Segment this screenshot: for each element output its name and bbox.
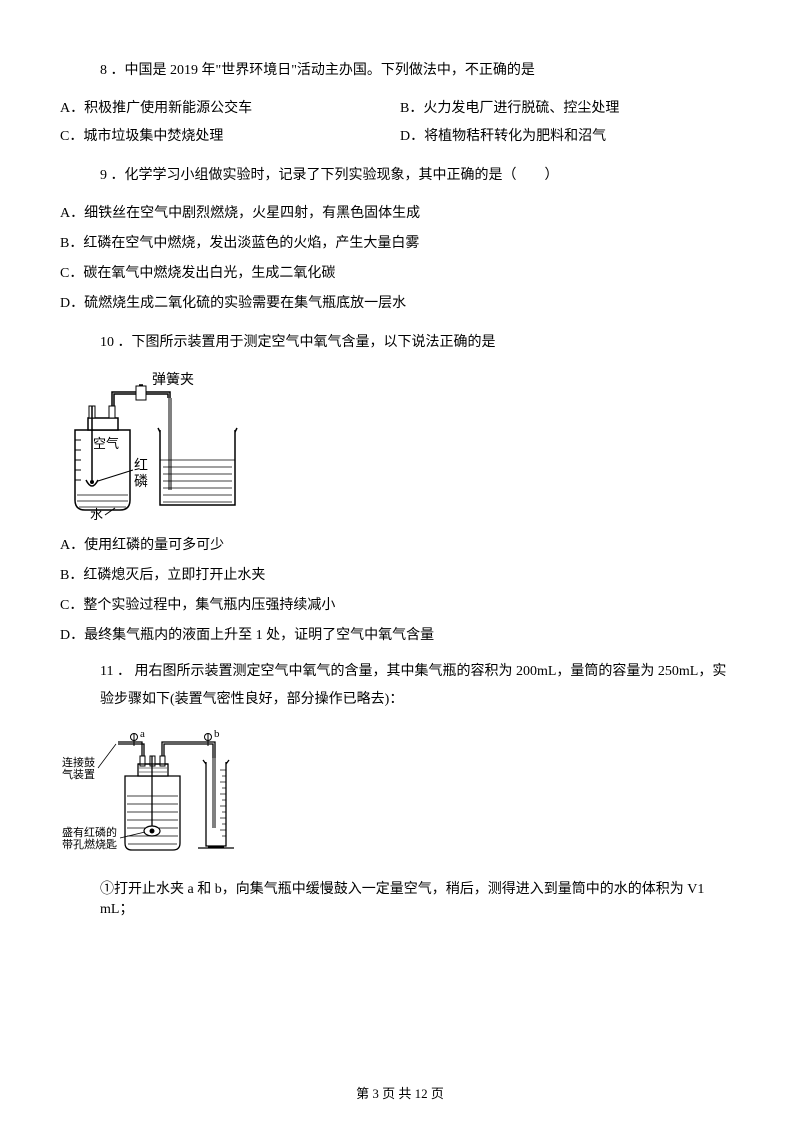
q10-label-water: 水	[90, 507, 103, 520]
q11-label-b: b	[214, 728, 220, 740]
q10-label-air: 空气	[93, 436, 119, 451]
q8-option-c: C．城市垃圾集中焚烧处理	[60, 125, 400, 145]
q11-label-burner2: 带孔燃烧匙	[62, 837, 117, 851]
q10-label-red: 红	[134, 458, 148, 474]
q11-figure: 连接鼓 气装置 盛有红磷的 带孔燃烧匙 a b	[60, 728, 740, 858]
page-footer: 第 3 页 共 12 页	[0, 1083, 800, 1102]
q11-label-pump: 连接鼓	[62, 755, 95, 769]
q8-option-a: A．积极推广使用新能源公交车	[60, 97, 400, 117]
q11-step1: ①打开止水夹 a 和 b，向集气瓶中缓慢鼓入一定量空气，稍后，测得进入到量筒中的…	[100, 878, 740, 918]
q10-stem: 10 ．下图所示装置用于测定空气中氧气含量，以下说法正确的是	[100, 330, 740, 355]
q11-label-pump2: 气装置	[62, 767, 95, 781]
q10-figure: 弹簧夹 空气 红 磷 水	[60, 370, 740, 520]
q8-option-d: D．将植物秸秆转化为肥料和沼气	[400, 125, 740, 145]
q11-stem: 11 ． 用右图所示装置测定空气中氧气的含量，其中集气瓶的容积为 200mL，量…	[100, 658, 740, 714]
q9-stem: 9 ．化学学习小组做实验时，记录了下列实验现象，其中正确的是（ ）	[100, 163, 740, 188]
q9-option-b: B．红磷在空气中燃烧，发出淡蓝色的火焰，产生大量白雾	[60, 232, 740, 252]
q9-option-c: C．碳在氧气中燃烧发出白光，生成二氧化碳	[60, 262, 740, 282]
q10-option-a: A．使用红磷的量可多可少	[60, 534, 740, 554]
q10-label-clip: 弹簧夹	[152, 372, 194, 388]
q8-row-cd: C．城市垃圾集中焚烧处理 D．将植物秸秆转化为肥料和沼气	[60, 125, 740, 145]
q9-option-a: A．细铁丝在空气中剧烈燃烧，火星四射，有黑色固体生成	[60, 202, 740, 222]
q8-stem: 8 ．中国是 2019 年"世界环境日"活动主办国。下列做法中，不正确的是	[100, 58, 740, 83]
q11-label-burner: 盛有红磷的	[62, 825, 117, 839]
q10-option-c: C．整个实验过程中，集气瓶内压强持续减小	[60, 594, 740, 614]
q10-label-phos: 磷	[134, 474, 148, 490]
q8-row-ab: A．积极推广使用新能源公交车 B．火力发电厂进行脱硫、控尘处理	[60, 97, 740, 117]
q10-option-b: B．红磷熄灭后，立即打开止水夹	[60, 564, 740, 584]
q9-option-d: D．硫燃烧生成二氧化硫的实验需要在集气瓶底放一层水	[60, 292, 740, 312]
q11-label-a: a	[140, 728, 145, 740]
q10-option-d: D．最终集气瓶内的液面上升至 1 处，证明了空气中氧气含量	[60, 624, 740, 644]
q8-option-b: B．火力发电厂进行脱硫、控尘处理	[400, 97, 740, 117]
